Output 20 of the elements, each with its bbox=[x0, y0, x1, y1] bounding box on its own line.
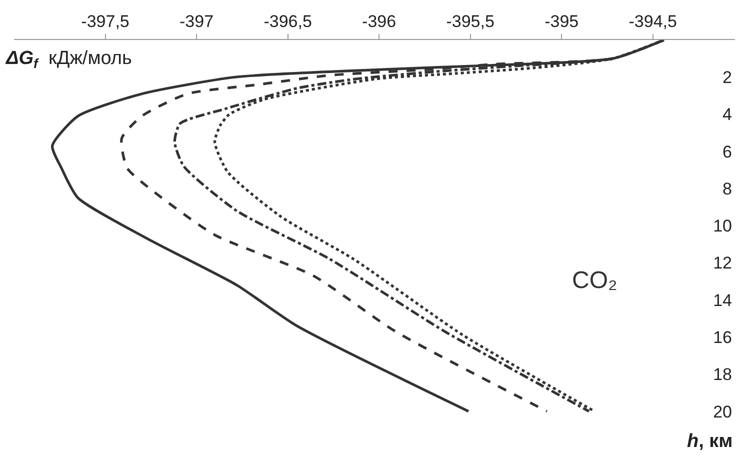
x-axis-title: ΔG$_{f}$ кДж/моль bbox=[5, 48, 132, 71]
annotation: CO₂ bbox=[572, 267, 618, 294]
y-tick-label: 2 bbox=[722, 68, 732, 88]
y-tick-label: 18 bbox=[713, 365, 732, 384]
y-tick-label: 20 bbox=[713, 402, 732, 422]
x-tick-label: -394,5 bbox=[628, 12, 677, 32]
y-tick-label: 6 bbox=[722, 142, 732, 162]
y-tick-label: 8 bbox=[722, 179, 732, 198]
y-tick-label: 14 bbox=[713, 290, 732, 310]
x-tick-label: -397,5 bbox=[81, 12, 130, 32]
x-tick-label: -395 bbox=[544, 12, 579, 32]
x-tick-label: -395,5 bbox=[446, 12, 494, 32]
y-tick-label: 12 bbox=[713, 254, 732, 273]
y-tick-label: 10 bbox=[713, 216, 732, 236]
x-tick-label: -396 bbox=[362, 12, 396, 32]
y-axis-title: h, км bbox=[687, 431, 733, 452]
x-tick-label: -396,5 bbox=[264, 12, 312, 32]
y-tick-label: 16 bbox=[713, 328, 732, 347]
x-tick-label: -397 bbox=[180, 12, 214, 32]
y-tick-label: 4 bbox=[722, 105, 732, 124]
